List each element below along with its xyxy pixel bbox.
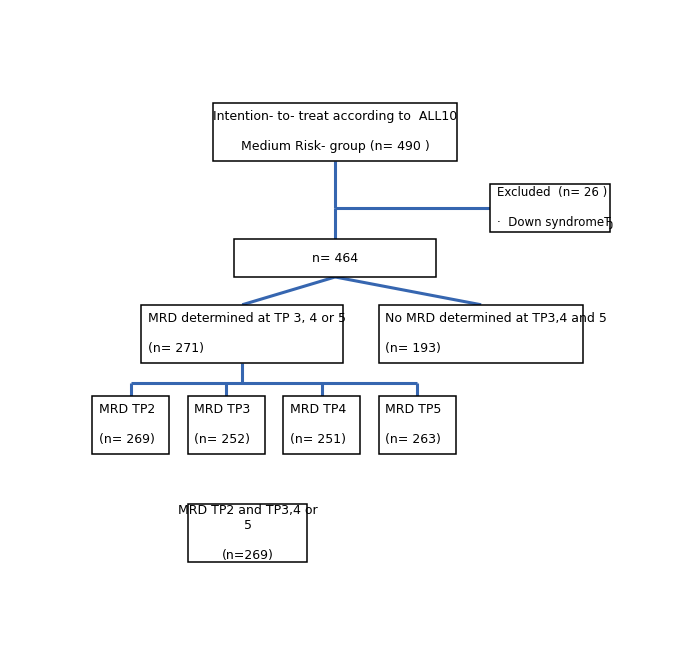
Text: MRD TP3

(n= 252): MRD TP3 (n= 252) xyxy=(194,403,251,446)
FancyBboxPatch shape xyxy=(141,305,343,363)
Text: Intention- to- treat according to  ALL10

Medium Risk- group (n= 490 ): Intention- to- treat according to ALL10 … xyxy=(213,110,458,154)
FancyBboxPatch shape xyxy=(188,504,308,562)
FancyBboxPatch shape xyxy=(234,239,436,277)
Text: MRD determined at TP 3, 4 or 5

(n= 271): MRD determined at TP 3, 4 or 5 (n= 271) xyxy=(148,312,346,356)
FancyBboxPatch shape xyxy=(213,103,457,161)
FancyBboxPatch shape xyxy=(188,396,265,454)
Text: n= 464: n= 464 xyxy=(312,251,358,264)
FancyBboxPatch shape xyxy=(92,396,169,454)
FancyBboxPatch shape xyxy=(490,184,610,232)
FancyBboxPatch shape xyxy=(284,396,360,454)
Text: MRD TP2

(n= 269): MRD TP2 (n= 269) xyxy=(99,403,155,446)
Text: MRD TP5

(n= 263): MRD TP5 (n= 263) xyxy=(385,403,442,446)
Text: MRD TP2 and TP3,4 or
5

(n=269): MRD TP2 and TP3,4 or 5 (n=269) xyxy=(177,504,317,562)
Text: MRD TP4

(n= 251): MRD TP4 (n= 251) xyxy=(290,403,346,446)
FancyBboxPatch shape xyxy=(379,396,456,454)
FancyBboxPatch shape xyxy=(379,305,584,363)
Text: No MRD determined at TP3,4 and 5

(n= 193): No MRD determined at TP3,4 and 5 (n= 193… xyxy=(385,312,607,356)
Text: Excluded  (n= 26 )

·  Down syndromeЂ: Excluded (n= 26 ) · Down syndromeЂ xyxy=(497,186,613,229)
